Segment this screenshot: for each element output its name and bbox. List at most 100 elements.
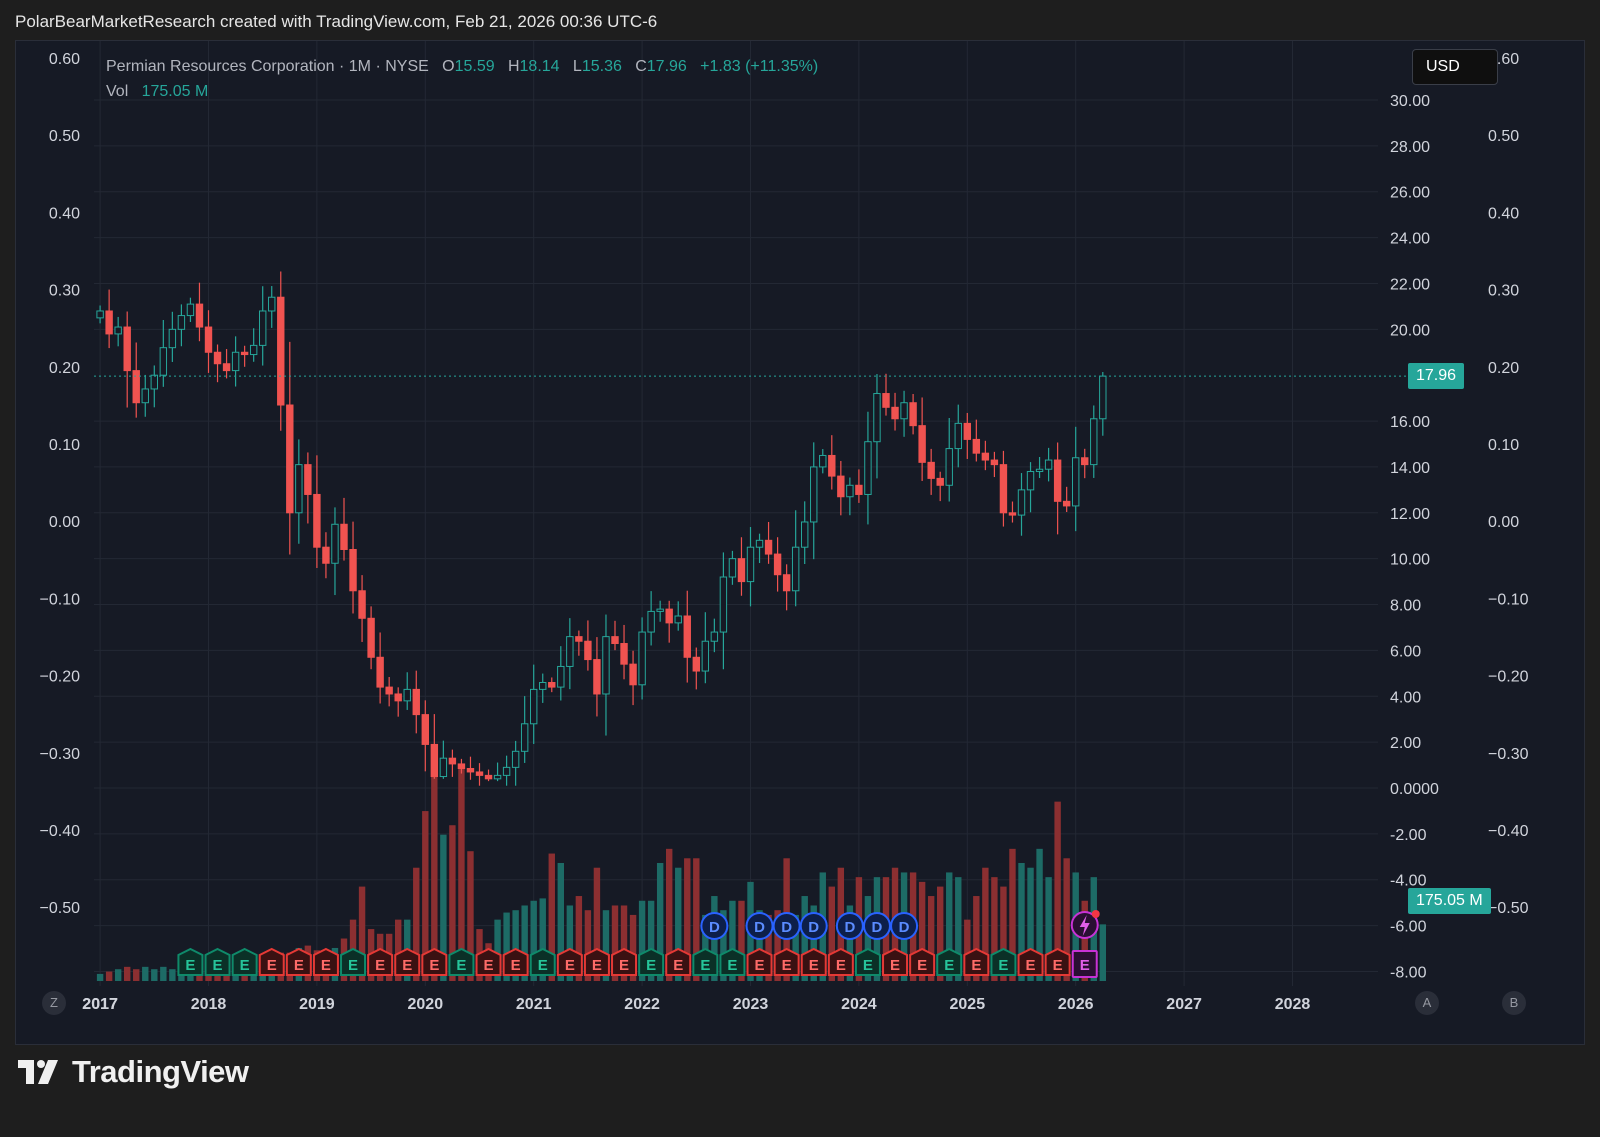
scale-b-button[interactable]: B bbox=[1502, 991, 1526, 1015]
earnings-marker[interactable]: E bbox=[827, 947, 854, 976]
dividend-marker[interactable]: D bbox=[890, 912, 919, 940]
earnings-marker[interactable]: E bbox=[394, 947, 421, 976]
earnings-marker[interactable]: E bbox=[258, 947, 285, 976]
candle-body bbox=[1081, 457, 1089, 466]
earnings-marker-shape bbox=[340, 947, 367, 976]
earnings-marker[interactable]: E bbox=[556, 947, 583, 976]
earnings-marker[interactable]: E bbox=[611, 947, 638, 976]
volume-bar bbox=[693, 858, 700, 981]
earnings-marker[interactable]: E bbox=[800, 947, 827, 976]
candle-body bbox=[1090, 418, 1098, 466]
right-axis-tick-label: −0.10 bbox=[1488, 591, 1529, 608]
earnings-marker-shape bbox=[990, 947, 1017, 976]
earnings-marker[interactable]: E bbox=[583, 947, 610, 976]
low-label: L bbox=[572, 58, 582, 75]
earnings-marker[interactable]: E bbox=[1017, 947, 1044, 976]
dividend-marker[interactable]: D bbox=[835, 912, 864, 940]
candle-body bbox=[159, 347, 168, 376]
earnings-marker[interactable]: E bbox=[177, 947, 204, 976]
volume-bar bbox=[1036, 848, 1043, 981]
earnings-marker[interactable]: E bbox=[909, 947, 936, 976]
right-axis-tick-label: 0.20 bbox=[1488, 360, 1519, 377]
volume-bar bbox=[666, 848, 673, 981]
volume-tag: 175.05 M bbox=[1408, 888, 1491, 914]
price-axis-tick-label: 16.00 bbox=[1390, 414, 1430, 431]
dividend-marker[interactable]: D bbox=[772, 912, 801, 940]
volume-bar bbox=[792, 914, 799, 981]
candle-body bbox=[430, 743, 439, 778]
earnings-marker-label: E bbox=[213, 957, 223, 974]
upcoming-event-icon[interactable] bbox=[1070, 910, 1100, 939]
symbol-label[interactable]: Permian Resources Corporation · 1M · NYS… bbox=[106, 58, 429, 75]
earnings-marker[interactable]: E bbox=[502, 947, 529, 976]
change-value: +1.83 (+11.35%) bbox=[700, 58, 819, 75]
candle-body bbox=[421, 714, 430, 745]
candle-body bbox=[828, 454, 836, 477]
earnings-marker[interactable]: E bbox=[936, 947, 963, 976]
dividend-marker[interactable]: D bbox=[700, 912, 729, 940]
open-value: 15.59 bbox=[454, 58, 495, 75]
volume-bar bbox=[918, 881, 926, 981]
candle-body bbox=[394, 693, 402, 702]
zoom-reset-button[interactable]: Z bbox=[42, 991, 66, 1015]
candle-body bbox=[963, 422, 971, 440]
next-earnings-marker[interactable]: E bbox=[1071, 950, 1098, 978]
chart-caption: PolarBearMarketResearch created with Tra… bbox=[15, 12, 658, 31]
candle-body bbox=[566, 636, 574, 667]
earnings-marker[interactable]: E bbox=[990, 947, 1017, 976]
high-label: H bbox=[507, 58, 520, 75]
earnings-marker[interactable]: E bbox=[638, 947, 665, 976]
earnings-marker[interactable]: E bbox=[1044, 947, 1071, 976]
volume-bar bbox=[539, 898, 546, 981]
earnings-marker[interactable]: E bbox=[421, 947, 448, 976]
candle-body bbox=[475, 771, 484, 776]
earnings-marker[interactable]: E bbox=[963, 947, 990, 976]
candle-body bbox=[268, 296, 276, 312]
earnings-marker[interactable]: E bbox=[773, 947, 800, 976]
chart-panel[interactable]: 0.60 0.50 0.40 0.30 0.20 0.10 0.00 −0.10 −0.20 −0… bbox=[15, 40, 1585, 1045]
candle-body bbox=[620, 643, 628, 665]
earnings-marker-label: E bbox=[727, 957, 737, 974]
earnings-marker[interactable]: E bbox=[529, 947, 556, 976]
earnings-marker[interactable]: E bbox=[854, 947, 881, 976]
earnings-marker[interactable]: E bbox=[340, 947, 367, 976]
dividend-marker-label: D bbox=[754, 919, 765, 936]
candle-body bbox=[936, 477, 944, 486]
earnings-marker[interactable]: E bbox=[231, 947, 258, 976]
earnings-marker-shape bbox=[746, 947, 773, 976]
volume-bar bbox=[620, 905, 628, 981]
earnings-marker-label: E bbox=[348, 957, 358, 974]
earnings-marker[interactable]: E bbox=[719, 947, 746, 976]
volume-bar bbox=[756, 910, 763, 981]
earnings-marker[interactable]: E bbox=[448, 947, 475, 976]
earnings-marker[interactable]: E bbox=[312, 947, 339, 976]
dividend-marker-label: D bbox=[709, 919, 720, 936]
tradingview-logo[interactable]: TradingView bbox=[18, 1052, 249, 1092]
dividend-marker[interactable]: D bbox=[799, 912, 828, 940]
earnings-marker[interactable]: E bbox=[746, 947, 773, 976]
earnings-marker[interactable]: E bbox=[367, 947, 394, 976]
earnings-marker[interactable]: E bbox=[204, 947, 231, 976]
left-axis-tick-label: 0.50 bbox=[49, 128, 80, 145]
earnings-marker[interactable]: E bbox=[475, 947, 502, 976]
volume-bar bbox=[142, 966, 149, 981]
price-axis-tick-label: 6.00 bbox=[1390, 643, 1421, 660]
earnings-marker-shape bbox=[638, 947, 665, 976]
currency-button[interactable]: USD bbox=[1412, 49, 1498, 85]
candle-body bbox=[186, 303, 195, 317]
dividend-marker[interactable]: D bbox=[862, 912, 891, 940]
volume-bar bbox=[864, 896, 872, 981]
auto-scale-button[interactable]: A bbox=[1415, 991, 1439, 1015]
dividend-marker[interactable]: D bbox=[745, 912, 774, 940]
earnings-marker[interactable]: E bbox=[285, 947, 312, 976]
candle-body bbox=[141, 388, 149, 404]
earnings-marker-shape bbox=[475, 947, 502, 976]
candle-body bbox=[1044, 459, 1053, 470]
earnings-marker-shape bbox=[367, 947, 394, 976]
price-chart[interactable]: 0.60 0.50 0.40 0.30 0.20 0.10 0.00 −0.10 −0.20 −0… bbox=[16, 41, 1585, 1045]
volume-series bbox=[96, 745, 1106, 981]
earnings-marker[interactable]: E bbox=[882, 947, 909, 976]
earnings-marker[interactable]: E bbox=[665, 947, 692, 976]
earnings-marker-shape bbox=[312, 947, 339, 976]
earnings-marker[interactable]: E bbox=[692, 947, 719, 976]
